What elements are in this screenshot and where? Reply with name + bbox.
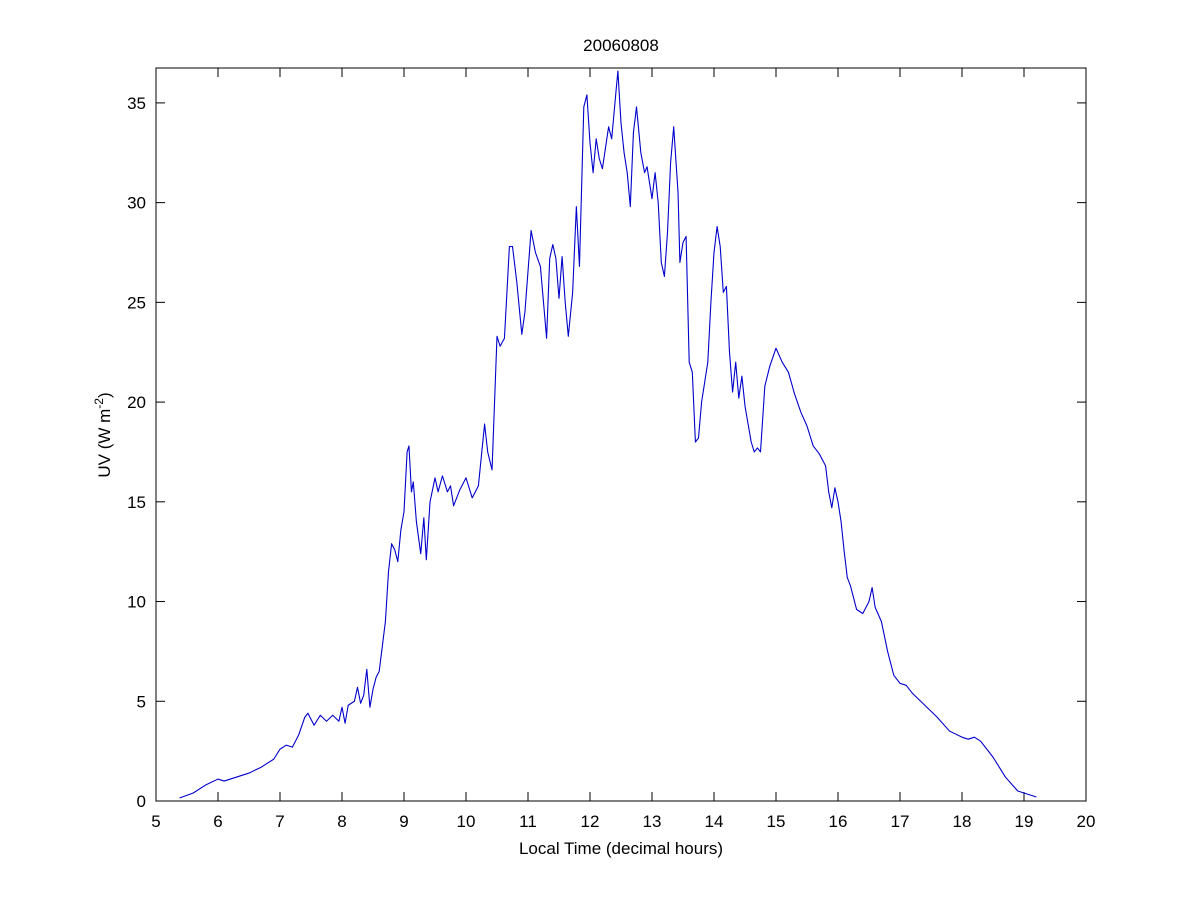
- y-tick-label: 25: [127, 293, 146, 312]
- data-line: [179, 70, 1037, 799]
- x-tick-label: 13: [643, 812, 662, 831]
- x-tick-label: 14: [705, 812, 724, 831]
- y-label-text: UV (W m: [95, 409, 114, 478]
- plot-frame: [155, 67, 1087, 802]
- x-tick-label: 17: [891, 812, 910, 831]
- x-tick-label: 9: [399, 812, 408, 831]
- x-axis-label: Local Time (decimal hours): [519, 839, 723, 858]
- chart-title: 20060808: [583, 36, 659, 55]
- y-axis-label: UV (W m-2): [92, 392, 114, 477]
- x-tick-label: 20: [1077, 812, 1096, 831]
- y-tick-label: 35: [127, 94, 146, 113]
- y-tick-label: 5: [137, 692, 146, 711]
- y-tick-label: 10: [127, 593, 146, 612]
- x-tick-label: 5: [151, 812, 160, 831]
- y-label-end: ): [95, 392, 114, 398]
- x-tick-label: 15: [767, 812, 786, 831]
- y-label-superscript: -2: [92, 398, 106, 409]
- x-tick-label: 6: [213, 812, 222, 831]
- y-tick-label: 30: [127, 194, 146, 213]
- y-tick-label: 0: [137, 792, 146, 811]
- x-tick-label: 11: [519, 812, 537, 831]
- x-tick-label: 8: [337, 812, 346, 831]
- y-tick-label: 15: [127, 493, 146, 512]
- x-tick-label: 10: [457, 812, 476, 831]
- y-tick-label: 20: [127, 393, 146, 412]
- x-tick-label: 19: [1015, 812, 1034, 831]
- x-tick-label: 18: [953, 812, 972, 831]
- x-tick-label: 16: [829, 812, 848, 831]
- x-tick-label: 12: [581, 812, 600, 831]
- x-tick-label: 7: [275, 812, 284, 831]
